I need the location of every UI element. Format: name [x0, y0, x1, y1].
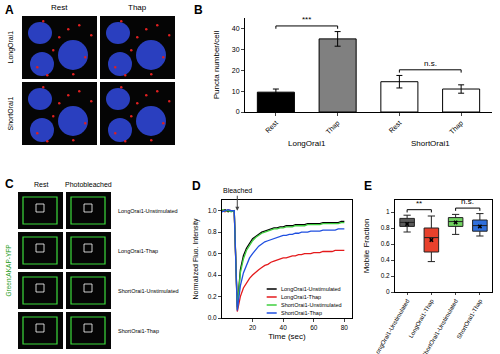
svg-text:Rest: Rest [387, 119, 402, 134]
svg-text:0: 0 [386, 288, 390, 295]
svg-text:**: ** [416, 199, 422, 208]
svg-text:0.6: 0.6 [208, 250, 217, 257]
svg-text:20: 20 [249, 324, 257, 331]
svg-text:60: 60 [310, 324, 318, 331]
svg-text:Bleached: Bleached [223, 187, 252, 194]
svg-text:LongOrai1-Unstimulated: LongOrai1-Unstimulated [281, 286, 341, 292]
svg-text:Green:AKAP-YFP: Green:AKAP-YFP [5, 244, 12, 296]
svg-text:ShortOrai1: ShortOrai1 [7, 97, 14, 131]
svg-text:Rest: Rest [264, 119, 279, 134]
svg-text:Puncta number/cell: Puncta number/cell [212, 31, 221, 100]
svg-text:Normalized Fluo. Intensity: Normalized Fluo. Intensity [192, 218, 200, 299]
svg-text:80: 80 [341, 324, 349, 331]
svg-text:0.0: 0.0 [208, 314, 217, 321]
svg-text:A: A [5, 3, 14, 17]
svg-text:30: 30 [232, 46, 240, 53]
svg-text:40: 40 [280, 324, 288, 331]
svg-text:Thap: Thap [448, 119, 465, 136]
svg-text:ShortOrai1-Unstimulated: ShortOrai1-Unstimulated [281, 302, 342, 308]
svg-text:LongOrai1-Unstimulated: LongOrai1-Unstimulated [118, 208, 178, 214]
svg-text:1: 1 [386, 208, 390, 215]
svg-text:ShortOrai1-Thap: ShortOrai1-Thap [281, 310, 322, 316]
svg-text:ShortOrai1-Unstimulated: ShortOrai1-Unstimulated [421, 298, 459, 354]
svg-text:0.6: 0.6 [381, 240, 390, 247]
svg-text:Thap: Thap [128, 3, 147, 12]
svg-text:40: 40 [232, 25, 240, 32]
svg-text:1.0: 1.0 [208, 207, 217, 214]
svg-text:ShortOrai1-Unstimulated: ShortOrai1-Unstimulated [118, 288, 179, 294]
svg-text:ShortOrai1-Thap: ShortOrai1-Thap [118, 328, 159, 334]
svg-text:ShortOrai1: ShortOrai1 [411, 139, 450, 148]
svg-text:B: B [194, 3, 203, 17]
svg-text:LongOrai1-Thap: LongOrai1-Thap [118, 248, 158, 254]
svg-text:0.8: 0.8 [208, 228, 217, 235]
svg-text:E: E [364, 179, 372, 193]
svg-text:Thap: Thap [325, 119, 342, 136]
svg-text:0.8: 0.8 [381, 224, 390, 231]
svg-text:LongOrai1-Thap: LongOrai1-Thap [408, 298, 435, 339]
svg-text:LongOrai1: LongOrai1 [7, 31, 15, 64]
svg-text:10: 10 [232, 88, 240, 95]
svg-text:LongOrai1-Thap: LongOrai1-Thap [281, 294, 321, 300]
svg-text:Rest: Rest [51, 3, 68, 12]
svg-text:20: 20 [232, 67, 240, 74]
svg-text:n.s.: n.s. [461, 197, 474, 206]
svg-text:0.4: 0.4 [208, 271, 217, 278]
svg-text:C: C [5, 177, 14, 191]
svg-text:Photobleached: Photobleached [65, 181, 112, 188]
svg-text:0.2: 0.2 [381, 272, 390, 279]
svg-text:Rest: Rest [34, 181, 48, 188]
svg-text:0: 0 [236, 108, 240, 115]
svg-text:LongOrai1: LongOrai1 [288, 139, 326, 148]
svg-text:ShortOrai1-Thap: ShortOrai1-Thap [456, 298, 484, 340]
svg-text:Mobile Fraction: Mobile Fraction [362, 219, 371, 274]
svg-text:Time (sec): Time (sec) [268, 332, 306, 341]
svg-text:0.4: 0.4 [381, 256, 390, 263]
svg-text:0.2: 0.2 [208, 293, 217, 300]
svg-text:LongOrai1-Unstimulated: LongOrai1-Unstimulated [373, 298, 411, 354]
svg-text:D: D [192, 179, 201, 193]
svg-text:***: *** [302, 15, 311, 24]
svg-text:n.s.: n.s. [424, 59, 437, 68]
